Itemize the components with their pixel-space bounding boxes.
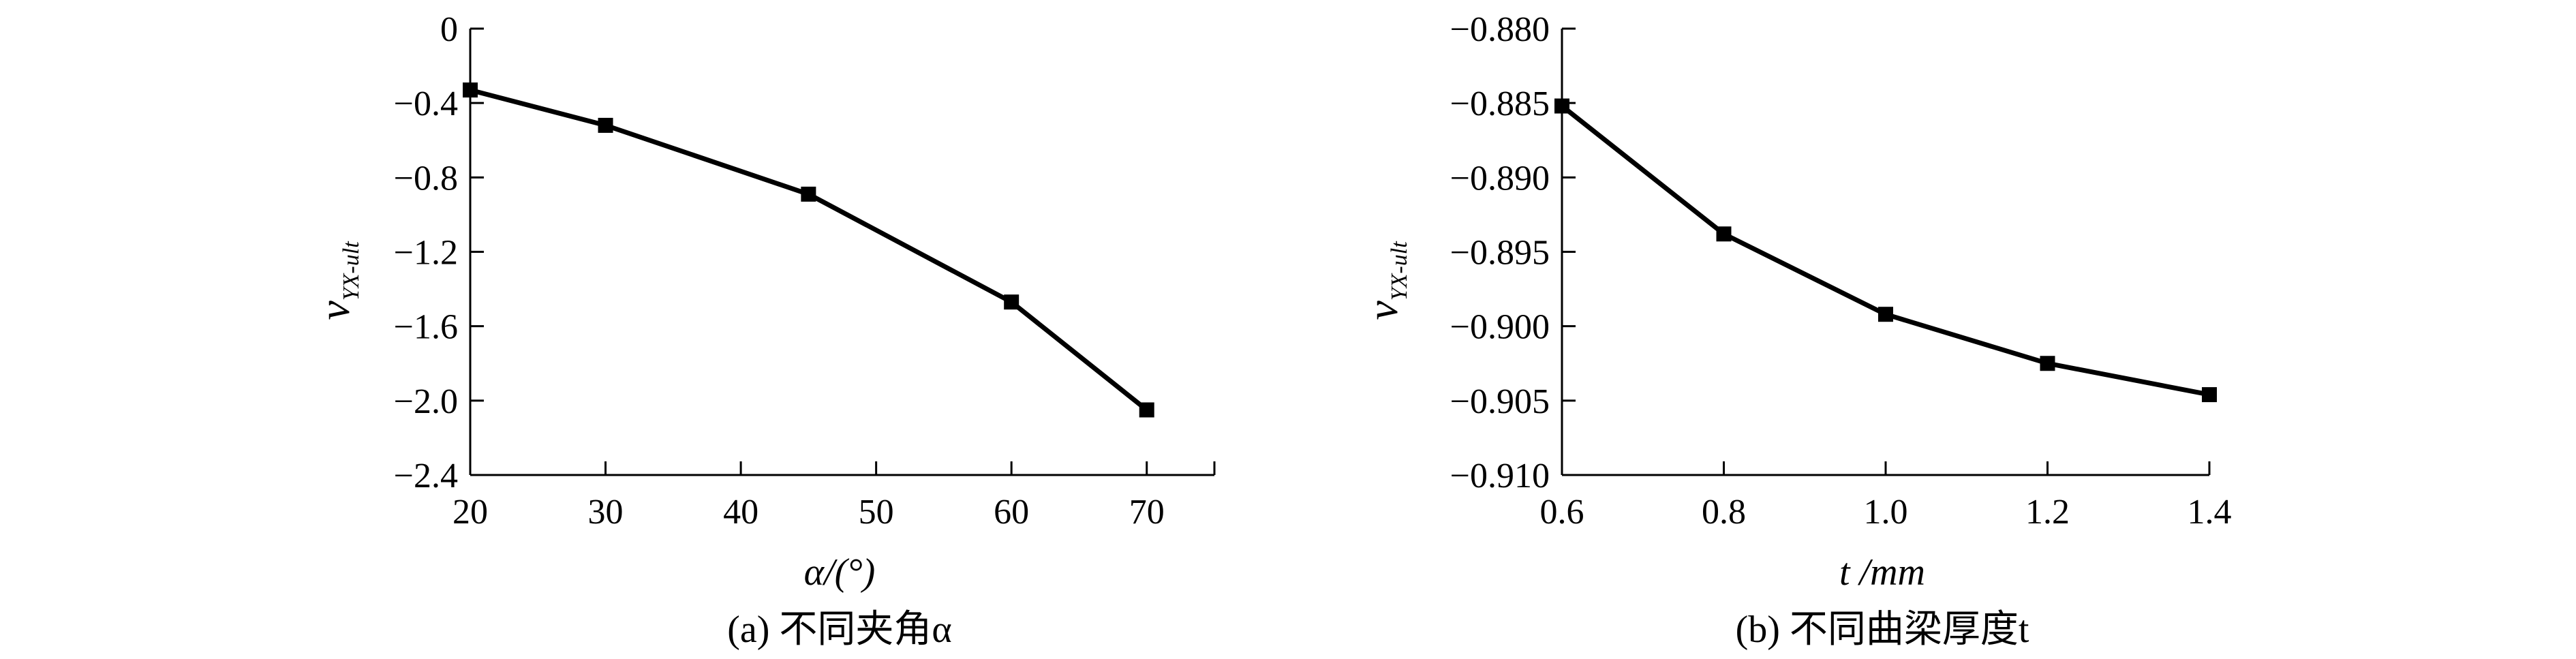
data-point-marker xyxy=(1139,402,1154,418)
x-tick-label: 30 xyxy=(588,493,624,532)
y-ticks-b: −0.880 −0.885 −0.890 −0.895 −0.900 −0.905 −0.9… xyxy=(1450,10,1576,495)
chart-panel-a: 0 −0.4 −0.8 −1.2 −1.6 −2.0 −2.4 20 30 40 50 60 70 α… xyxy=(310,10,1216,651)
y-tick-label: −0.905 xyxy=(1450,382,1550,421)
x-tick-label: 50 xyxy=(859,493,894,532)
y-tick-label: −0.8 xyxy=(394,159,458,198)
data-point-marker xyxy=(1004,294,1019,310)
y-axis-label-main: ν xyxy=(1358,301,1407,320)
y-tick-label: −1.6 xyxy=(394,308,458,347)
x-tick-label: 1.2 xyxy=(2025,493,2070,532)
y-tick-label: −0.4 xyxy=(394,85,458,123)
y-ticks-a: 0 −0.4 −0.8 −1.2 −1.6 −2.0 −2.4 xyxy=(394,10,484,495)
x-tick-label: 1.4 xyxy=(2188,493,2232,532)
series-line xyxy=(470,87,1148,412)
x-axis-label: t /mm xyxy=(1839,551,1925,594)
axes-a xyxy=(469,29,1214,476)
data-point-marker xyxy=(598,117,613,133)
caption-b: (b) 不同曲梁厚度t xyxy=(1736,609,2029,651)
series-line xyxy=(1560,104,2210,397)
x-ticks-a: 20 30 40 50 60 70 xyxy=(453,461,1216,532)
x-ticks-b: 0.6 0.8 1.0 1.2 1.4 xyxy=(1540,461,2232,532)
data-point-marker xyxy=(801,186,816,202)
y-tick-label: −0.895 xyxy=(1450,234,1550,273)
y-tick-label: −0.890 xyxy=(1450,159,1550,198)
axes-b xyxy=(1561,29,2209,476)
data-point-marker xyxy=(2040,356,2055,371)
x-tick-label: 40 xyxy=(723,493,758,532)
y-tick-label: −0.885 xyxy=(1450,85,1550,123)
x-tick-label: 20 xyxy=(453,493,488,532)
x-tick-label: 1.0 xyxy=(1864,493,1908,532)
series-a xyxy=(463,82,1154,418)
data-point-marker xyxy=(1554,98,1569,114)
y-axis-label-main: ν xyxy=(310,301,358,320)
y-tick-label: −0.910 xyxy=(1450,457,1550,495)
caption-a: (a) 不同夹角α xyxy=(727,609,952,651)
x-tick-label: 70 xyxy=(1129,493,1165,532)
x-tick-label: 0.6 xyxy=(1540,493,1584,532)
y-tick-label: −2.0 xyxy=(394,382,458,421)
data-point-marker xyxy=(2202,387,2217,403)
y-axis-label-sub: YX-ult xyxy=(339,241,364,301)
y-tick-label: −0.900 xyxy=(1450,308,1550,347)
y-axis-label-sub: YX-ult xyxy=(1387,241,1412,301)
y-tick-label: −2.4 xyxy=(394,457,458,495)
y-axis-label: νYX-ult xyxy=(1358,241,1412,320)
x-tick-label: 0.8 xyxy=(1702,493,1746,532)
y-tick-label: 0 xyxy=(440,10,458,49)
y-tick-label: −0.880 xyxy=(1450,10,1550,49)
data-point-marker xyxy=(1878,307,1893,322)
data-point-marker xyxy=(463,82,478,98)
series-b xyxy=(1554,98,2217,403)
y-axis-label: νYX-ult xyxy=(310,241,364,320)
x-axis-label: α/(°) xyxy=(804,551,876,594)
x-tick-label: 60 xyxy=(994,493,1029,532)
data-point-marker xyxy=(1716,226,1732,242)
chart-panel-b: −0.880 −0.885 −0.890 −0.895 −0.900 −0.905 −0.9… xyxy=(1358,10,2232,651)
y-tick-label: −1.2 xyxy=(394,234,458,273)
